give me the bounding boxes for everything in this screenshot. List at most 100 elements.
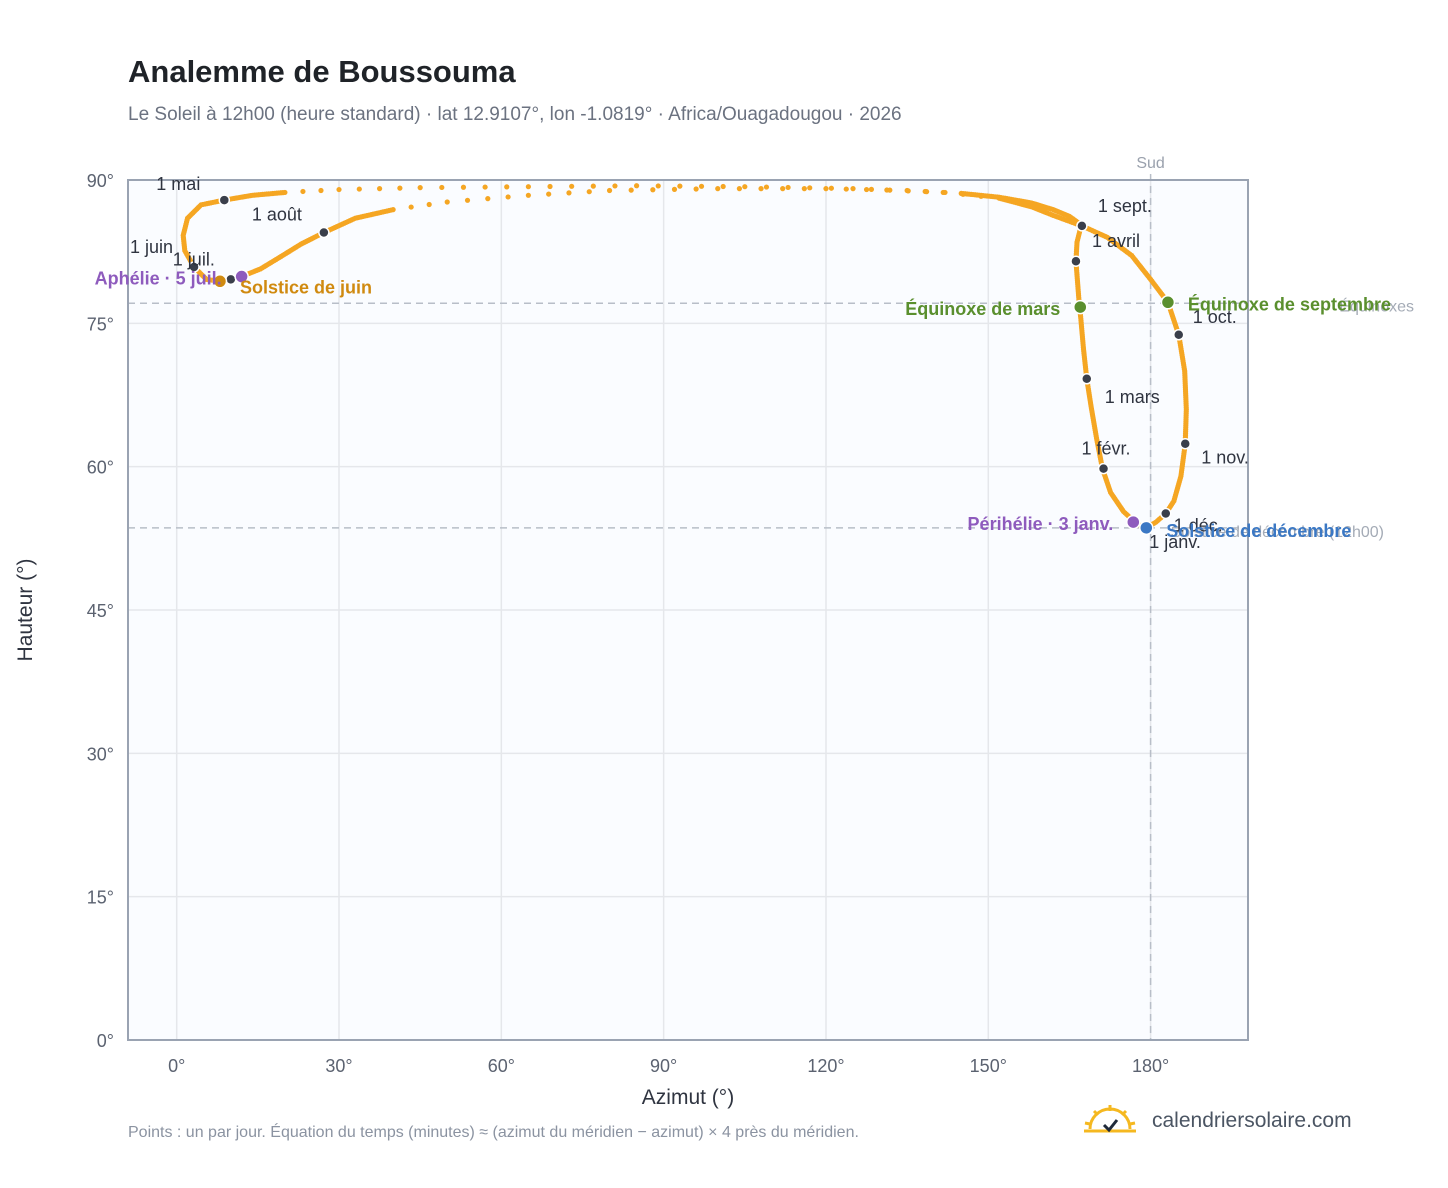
month-label: 1 avril (1092, 231, 1140, 251)
meridian-label: Sud (1136, 155, 1164, 172)
month-marker (1070, 255, 1082, 267)
month-marker (188, 261, 200, 273)
month-label: 1 août (252, 205, 302, 225)
daily-point (547, 183, 553, 190)
x-tick-label: 180° (1132, 1056, 1169, 1076)
daily-point (485, 196, 491, 202)
month-marker (225, 273, 237, 286)
daily-point (356, 186, 362, 192)
daily-point (785, 184, 791, 191)
daily-point (671, 186, 678, 192)
month-label: 1 juin (130, 237, 173, 257)
daily-point (942, 189, 948, 196)
equinox-reference-label: Équinoxes (1339, 296, 1414, 315)
month-marker (1076, 220, 1088, 232)
daily-point (282, 189, 288, 196)
footnote: Points : un par jour. Équation du temps … (128, 1124, 859, 1141)
daily-point (698, 183, 705, 189)
daily-point (318, 187, 324, 194)
daily-point (887, 187, 893, 193)
daily-point (978, 193, 984, 199)
month-marker (1097, 462, 1110, 475)
daily-point (439, 184, 445, 191)
daily-point (905, 188, 911, 194)
month-label: 1 mai (156, 174, 200, 194)
daily-point (823, 186, 829, 192)
special-point (1126, 514, 1141, 530)
daily-point (417, 185, 423, 191)
daily-point (850, 186, 856, 192)
month-label: 1 févr. (1082, 439, 1131, 459)
month-label: 1 sept. (1098, 196, 1152, 216)
daily-point (482, 184, 488, 190)
chart-subtitle: Le Soleil à 12h00 (heure standard) · lat… (128, 104, 902, 125)
daily-point (569, 183, 575, 189)
daily-point (505, 194, 511, 200)
x-axis-label: Azimut (°) (642, 1086, 734, 1109)
plot-frame (127, 179, 1249, 1041)
chart-title: Analemme de Boussouma (128, 54, 516, 89)
daily-point (801, 186, 807, 192)
daily-point (566, 190, 572, 196)
daily-point (655, 183, 661, 189)
brand[interactable]: calendriersolaire.com (1082, 1103, 1352, 1139)
x-tick-label: 90° (650, 1056, 677, 1076)
y-tick-label: 0° (97, 1031, 114, 1051)
daily-point (720, 183, 726, 190)
month-marker (1081, 373, 1093, 385)
y-tick-label: 75° (87, 314, 114, 334)
daily-point (742, 184, 748, 190)
special-point (212, 274, 228, 289)
special-label: Équinoxe de septembre (1188, 293, 1391, 314)
special-point (1073, 299, 1088, 315)
daily-point (612, 183, 618, 189)
daily-point (590, 183, 596, 189)
brand-name: calendriersolaire.com (1152, 1109, 1352, 1132)
x-tick-label: 30° (325, 1056, 352, 1076)
daily-point (828, 185, 834, 191)
special-label: Équinoxe de mars (905, 298, 1060, 319)
daily-point (924, 189, 930, 195)
daily-point (525, 184, 531, 190)
month-label: 1 nov. (1201, 448, 1249, 468)
special-label: Solstice de décembre (1166, 521, 1351, 541)
daily-point (464, 197, 471, 203)
daily-point (843, 186, 849, 192)
special-label: Périhélie · 3 janv. (968, 514, 1114, 534)
y-tick-label: 60° (87, 458, 114, 478)
daily-point (426, 201, 432, 208)
daily-point (807, 185, 813, 191)
daily-point (586, 189, 592, 195)
daily-point (960, 191, 966, 197)
daily-point (504, 184, 510, 190)
december-reference-label: Solstice de décembre (12h00) (1171, 524, 1384, 541)
daily-point (863, 186, 870, 193)
sun-check-icon (1084, 1105, 1136, 1133)
y-tick-label: 30° (87, 744, 114, 764)
month-marker (218, 194, 231, 206)
daily-point (868, 186, 875, 192)
month-label: 1 oct. (1193, 307, 1237, 327)
month-marker (1160, 507, 1172, 520)
x-tick-label: 150° (970, 1056, 1007, 1076)
daily-point (460, 184, 467, 190)
special-point (1139, 520, 1154, 536)
special-label: Solstice de juin (240, 277, 372, 297)
daily-point (693, 186, 699, 192)
x-tick-label: 120° (807, 1056, 844, 1076)
month-label: 1 mars (1105, 387, 1160, 407)
month-marker (1172, 329, 1185, 341)
y-tick-label: 15° (87, 888, 114, 908)
daily-point (546, 191, 552, 197)
daily-point (397, 185, 403, 191)
month-label: 1 janv. (1149, 532, 1201, 552)
daily-point (628, 187, 634, 193)
daily-point (336, 186, 342, 193)
daily-point (444, 199, 450, 205)
daily-point (650, 187, 656, 193)
special-point (1160, 295, 1176, 310)
daily-point (715, 186, 721, 192)
y-tick-label: 90° (87, 171, 114, 191)
daily-point (300, 188, 306, 195)
